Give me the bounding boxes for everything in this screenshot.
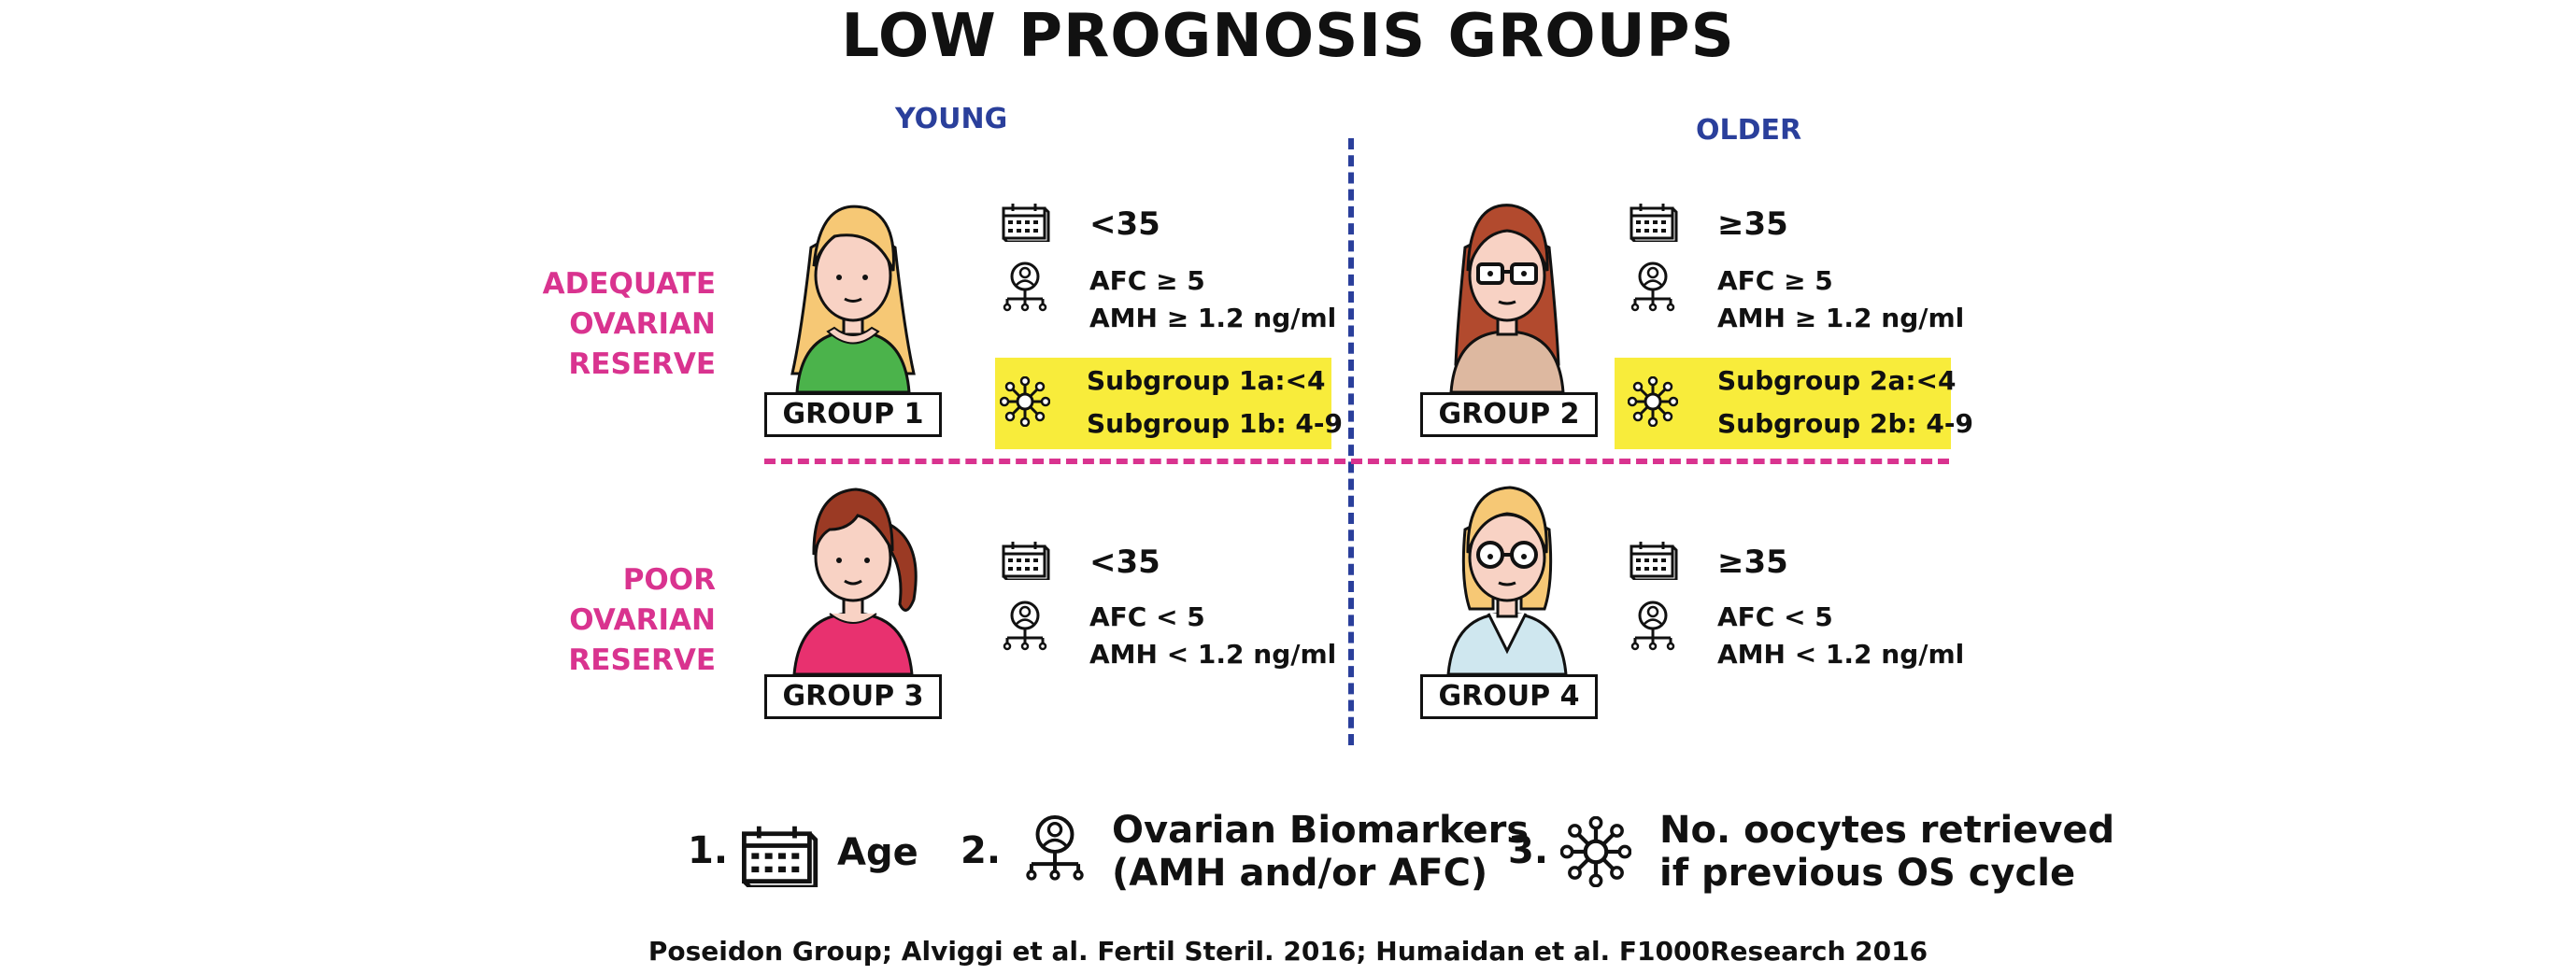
ovary-biomarker-icon: [1630, 601, 1676, 651]
group-2-label: GROUP 2: [1420, 392, 1598, 437]
calendar-icon: [1000, 539, 1050, 580]
group-1-subgroup-a: Subgroup 1a:<4: [1087, 365, 1326, 396]
row-heading-line: POOR: [622, 563, 716, 597]
row-heading-line: ADEQUATE: [542, 267, 716, 301]
group-3-label: GROUP 3: [764, 674, 942, 719]
group-4-afc: AFC < 5: [1717, 601, 1833, 632]
group-1-subgroup-b: Subgroup 1b: 4-9: [1087, 408, 1344, 439]
ovary-biomarker-icon: [1024, 814, 1086, 882]
group-3-amh: AMH < 1.2 ng/ml: [1089, 639, 1337, 670]
group-1-afc: AFC ≥ 5: [1089, 265, 1205, 296]
column-heading-older: OLDER: [1696, 114, 1802, 147]
legend-biomarkers: Ovarian Biomarkers (AMH and/or AFC): [1112, 809, 1529, 895]
group-1-subgroup-highlight: [995, 358, 1331, 449]
legend-oocytes: No. oocytes retrieved if previous OS cyc…: [1659, 809, 2114, 895]
group-2-amh: AMH ≥ 1.2 ng/ml: [1717, 303, 1965, 333]
page-title: LOW PROGNOSIS GROUPS: [841, 2, 1735, 71]
row-heading-line: OVARIAN: [569, 307, 716, 341]
legend-number-3: 3.: [1508, 829, 1549, 872]
horizontal-divider: [764, 459, 1949, 464]
ovary-biomarker-icon: [1002, 261, 1048, 312]
row-heading-line: RESERVE: [568, 347, 716, 381]
ovary-biomarker-icon: [1630, 261, 1676, 312]
row-heading-poor-reserve: POOR OVARIAN RESERVE: [491, 560, 716, 681]
young-woman-ponytail-icon: [792, 488, 918, 676]
vertical-divider: [1348, 138, 1354, 745]
group-3-age: <35: [1089, 544, 1160, 581]
legend-number-1: 1.: [688, 829, 729, 872]
group-2-subgroup-a: Subgroup 2a:<4: [1717, 365, 1957, 396]
group-1-label: GROUP 1: [764, 392, 942, 437]
group-1-amh: AMH ≥ 1.2 ng/ml: [1089, 303, 1337, 333]
ovary-biomarker-icon: [1002, 601, 1048, 651]
legend-biomarkers-line-1: Ovarian Biomarkers: [1112, 809, 1530, 852]
group-2-age: ≥35: [1717, 205, 1788, 243]
group-1-age: <35: [1089, 205, 1160, 243]
row-heading-line: RESERVE: [568, 643, 716, 677]
group-2-subgroup-b: Subgroup 2b: 4-9: [1717, 408, 1974, 439]
group-4-label: GROUP 4: [1420, 674, 1598, 719]
young-woman-blonde-icon: [790, 205, 916, 394]
calendar-icon: [1628, 539, 1678, 580]
legend-oocytes-line-2: if previous OS cycle: [1659, 852, 2076, 895]
group-4-age: ≥35: [1717, 544, 1788, 581]
older-woman-blonde-glasses-icon: [1446, 486, 1568, 676]
calendar-icon: [1000, 201, 1050, 242]
group-3-afc: AFC < 5: [1089, 601, 1205, 632]
legend-oocytes-line-1: No. oocytes retrieved: [1659, 809, 2115, 852]
group-4-amh: AMH < 1.2 ng/ml: [1717, 639, 1965, 670]
oocyte-icon: [1628, 376, 1678, 427]
column-heading-young: YOUNG: [895, 103, 1008, 135]
group-2-afc: AFC ≥ 5: [1717, 265, 1833, 296]
calendar-icon: [738, 822, 818, 887]
citation: Poseidon Group; Alviggi et al. Fertil St…: [648, 936, 1928, 967]
oocyte-icon: [1000, 376, 1050, 427]
oocyte-icon: [1560, 816, 1631, 887]
row-heading-line: OVARIAN: [569, 603, 716, 637]
row-heading-adequate-reserve: ADEQUATE OVARIAN RESERVE: [491, 264, 716, 385]
legend-age: Age: [837, 831, 918, 874]
legend-number-2: 2.: [961, 829, 1002, 872]
calendar-icon: [1628, 201, 1678, 242]
older-woman-glasses-icon: [1449, 204, 1565, 394]
legend-biomarkers-line-2: (AMH and/or AFC): [1112, 852, 1488, 895]
